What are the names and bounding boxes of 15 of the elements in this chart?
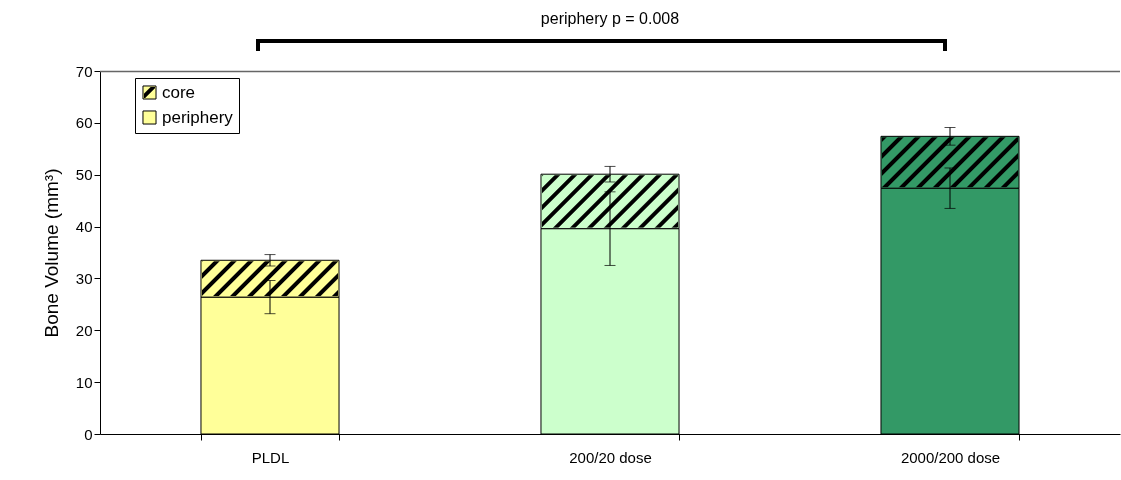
- x-tick-label: 2000/200 dose: [900, 448, 1001, 466]
- y-tick-label: 10: [75, 373, 93, 391]
- x-tick-label: PLDL: [251, 448, 290, 466]
- y-tick-label: 0: [84, 425, 93, 443]
- legend-label: periphery: [162, 107, 234, 127]
- y-tick-label: 60: [75, 114, 93, 132]
- legend-label: core: [162, 82, 196, 102]
- text: periphery p = 0.008: [540, 10, 680, 27]
- x-tick-label: 200/20 dose: [569, 448, 652, 466]
- y-axis-title: Bone Volume (mm³): [40, 168, 62, 338]
- y-tick-label: 50: [75, 166, 93, 184]
- y-tick-label: 70: [75, 62, 93, 80]
- y-tick-label: 30: [75, 269, 93, 287]
- y-tick-label: 20: [75, 321, 93, 339]
- y-tick-label: 40: [75, 218, 93, 236]
